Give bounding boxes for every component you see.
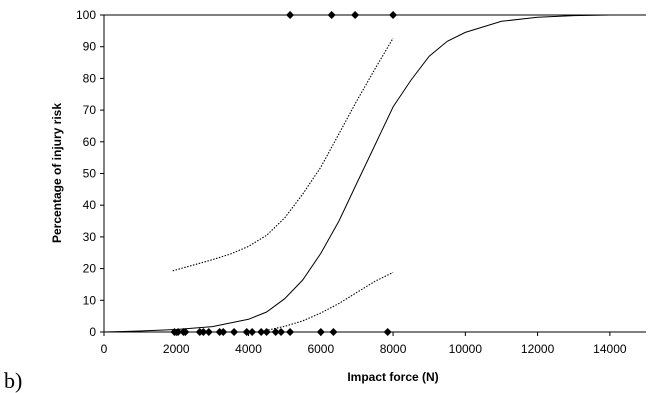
no-injury-data-point: [286, 328, 295, 336]
no-injury-data-point: [242, 328, 251, 336]
y-tick-label: 50: [83, 167, 97, 181]
y-tick-label: 60: [83, 135, 97, 149]
no-injury-data-point: [262, 328, 271, 336]
no-injury-data-point: [219, 328, 228, 336]
panel-label: b): [4, 368, 22, 393]
no-injury-data-point: [199, 328, 208, 336]
risk-curve: [103, 14, 646, 333]
x-tick-label: 12000: [521, 342, 555, 356]
no-injury-data-point: [277, 328, 286, 336]
y-tick-label: 80: [83, 71, 97, 85]
y-tick-label: 70: [83, 103, 97, 117]
x-axis-ticks: 0 2000 4000 6000 8000 10000 12000 14000: [101, 332, 627, 356]
series-curves: [103, 14, 646, 333]
x-tick-label: 8000: [380, 342, 407, 356]
no-injury-data-point: [271, 328, 280, 336]
y-tick-label: 20: [83, 262, 97, 276]
data-markers: [170, 11, 398, 336]
x-tick-label: 2000: [163, 342, 190, 356]
y-tick-label: 100: [76, 8, 96, 22]
x-tick-label: 4000: [235, 342, 262, 356]
y-tick-label: 30: [83, 230, 97, 244]
no-injury-data-point: [248, 328, 257, 336]
x-tick-label: 14000: [593, 342, 627, 356]
injury-data-point: [351, 11, 360, 19]
injury-data-point: [389, 11, 398, 19]
x-tick-label: 0: [101, 342, 108, 356]
no-injury-data-point: [230, 328, 239, 336]
no-injury-data-point: [204, 328, 213, 336]
no-injury-data-point: [316, 328, 325, 336]
y-tick-label: 90: [83, 40, 97, 54]
y-tick-label: 10: [83, 293, 97, 307]
y-tick-label: 40: [83, 198, 97, 212]
x-axis-label: Impact force (N): [347, 370, 438, 384]
plot-axes: [103, 14, 646, 333]
no-injury-data-point: [329, 328, 338, 336]
y-axis-ticks: 0 10 20 30 40 50 60 70 80 90 100: [76, 8, 104, 339]
y-tick-label: 0: [89, 325, 96, 339]
no-injury-data-point: [257, 328, 266, 336]
x-tick-label: 10000: [449, 342, 483, 356]
injury-data-point: [327, 11, 336, 19]
x-tick-label: 6000: [307, 342, 334, 356]
y-axis-label: Percentage of injury risk: [50, 103, 64, 243]
no-injury-data-point: [174, 328, 183, 336]
no-injury-data-point: [181, 328, 190, 336]
no-injury-data-point: [383, 328, 392, 336]
injury-data-point: [286, 11, 295, 19]
confidence-bound-curve: [172, 37, 394, 272]
confidence-bound-curve: [259, 271, 394, 333]
